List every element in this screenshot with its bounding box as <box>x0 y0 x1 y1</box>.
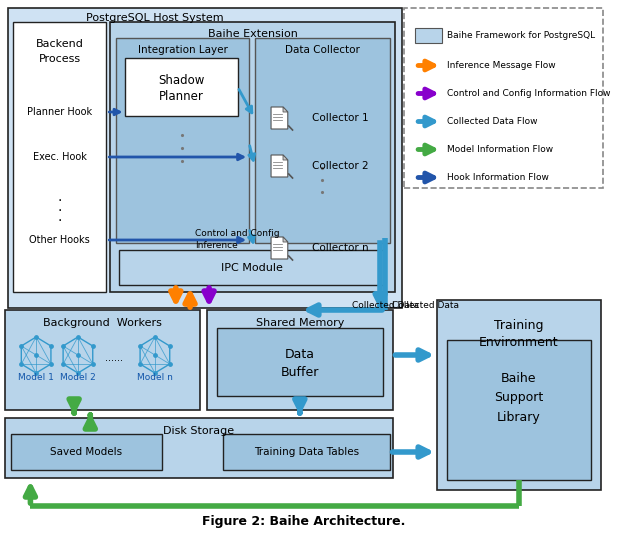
Text: Model 1: Model 1 <box>18 373 54 382</box>
Point <box>31 369 41 378</box>
Bar <box>255 38 390 243</box>
Text: Hook Information Flow: Hook Information Flow <box>447 173 548 182</box>
Text: Shared Memory: Shared Memory <box>255 318 344 328</box>
Text: .: . <box>58 190 62 204</box>
Point <box>46 360 56 368</box>
Point <box>73 333 83 341</box>
Bar <box>437 300 601 490</box>
Text: Baihe: Baihe <box>501 372 537 384</box>
Bar <box>207 310 392 410</box>
FancyBboxPatch shape <box>404 8 604 188</box>
Text: Planner: Planner <box>159 90 204 103</box>
Text: Inference Message Flow: Inference Message Flow <box>447 61 556 70</box>
Text: Support: Support <box>494 391 543 404</box>
Text: Collector n: Collector n <box>312 243 369 253</box>
Point <box>150 351 160 359</box>
Point <box>73 351 83 359</box>
Text: Disk Storage: Disk Storage <box>163 426 234 436</box>
Bar <box>447 340 591 480</box>
Text: Collected Data: Collected Data <box>392 301 459 310</box>
Bar <box>8 8 402 308</box>
Bar <box>12 434 161 470</box>
Point <box>46 342 56 350</box>
Bar <box>119 250 385 285</box>
Point <box>58 360 68 368</box>
Text: Backend: Backend <box>36 39 84 49</box>
Point <box>31 351 41 359</box>
Text: Data: Data <box>285 349 315 362</box>
Bar <box>4 310 200 410</box>
Point <box>31 333 41 341</box>
Text: Training: Training <box>494 318 543 332</box>
Text: Exec. Hook: Exec. Hook <box>33 152 87 162</box>
Point <box>150 333 160 341</box>
Text: Control and Config Information Flow: Control and Config Information Flow <box>447 89 610 98</box>
Text: Background  Workers: Background Workers <box>43 318 162 328</box>
Text: ......: ...... <box>105 353 123 363</box>
Text: Collected Data Flow: Collected Data Flow <box>447 117 537 126</box>
Point <box>135 342 145 350</box>
Text: Buffer: Buffer <box>281 365 319 379</box>
Point <box>16 342 26 350</box>
Text: .: . <box>58 210 62 224</box>
Text: Figure 2: Baihe Architecture.: Figure 2: Baihe Architecture. <box>202 515 406 529</box>
Polygon shape <box>283 155 288 160</box>
Text: Collector 2: Collector 2 <box>312 161 369 171</box>
Polygon shape <box>271 237 288 259</box>
Text: Shadow: Shadow <box>158 74 205 87</box>
Bar <box>116 38 249 243</box>
Text: Collected Data: Collected Data <box>351 301 419 310</box>
Point <box>73 369 83 378</box>
Text: PostgreSQL Host System: PostgreSQL Host System <box>86 13 224 23</box>
Text: Data Collector: Data Collector <box>285 45 360 55</box>
Polygon shape <box>283 237 288 242</box>
Point <box>16 360 26 368</box>
Text: Inference: Inference <box>195 241 237 250</box>
Text: Training Data Tables: Training Data Tables <box>254 447 359 457</box>
Text: Library: Library <box>497 412 541 425</box>
Text: Collector 1: Collector 1 <box>312 113 369 123</box>
Text: Process: Process <box>39 54 81 64</box>
Text: Model 2: Model 2 <box>60 373 96 382</box>
Text: Planner Hook: Planner Hook <box>28 107 92 117</box>
Text: Saved Models: Saved Models <box>51 447 122 457</box>
Polygon shape <box>271 155 288 177</box>
Bar <box>217 328 383 396</box>
Text: Baihe Framework for PostgreSQL: Baihe Framework for PostgreSQL <box>447 31 595 40</box>
Point <box>164 360 175 368</box>
Point <box>150 369 160 378</box>
Bar <box>13 22 106 292</box>
Point <box>135 360 145 368</box>
Polygon shape <box>283 107 288 112</box>
Bar <box>110 22 396 292</box>
Text: Other Hooks: Other Hooks <box>29 235 90 245</box>
Text: IPC Module: IPC Module <box>221 263 283 273</box>
Point <box>88 342 98 350</box>
Bar <box>223 434 390 470</box>
Text: Control and Config: Control and Config <box>195 229 280 238</box>
Bar <box>4 418 392 478</box>
Text: Baihe Extension: Baihe Extension <box>208 29 298 39</box>
Text: Model n: Model n <box>137 373 173 382</box>
Point <box>58 342 68 350</box>
Text: Model Information Flow: Model Information Flow <box>447 145 553 154</box>
Point <box>88 360 98 368</box>
Bar <box>415 28 442 43</box>
Point <box>164 342 175 350</box>
Text: Integration Layer: Integration Layer <box>138 45 227 55</box>
Polygon shape <box>271 107 288 129</box>
Text: .: . <box>58 200 62 214</box>
Text: Environment: Environment <box>479 335 559 349</box>
Bar <box>125 58 237 116</box>
